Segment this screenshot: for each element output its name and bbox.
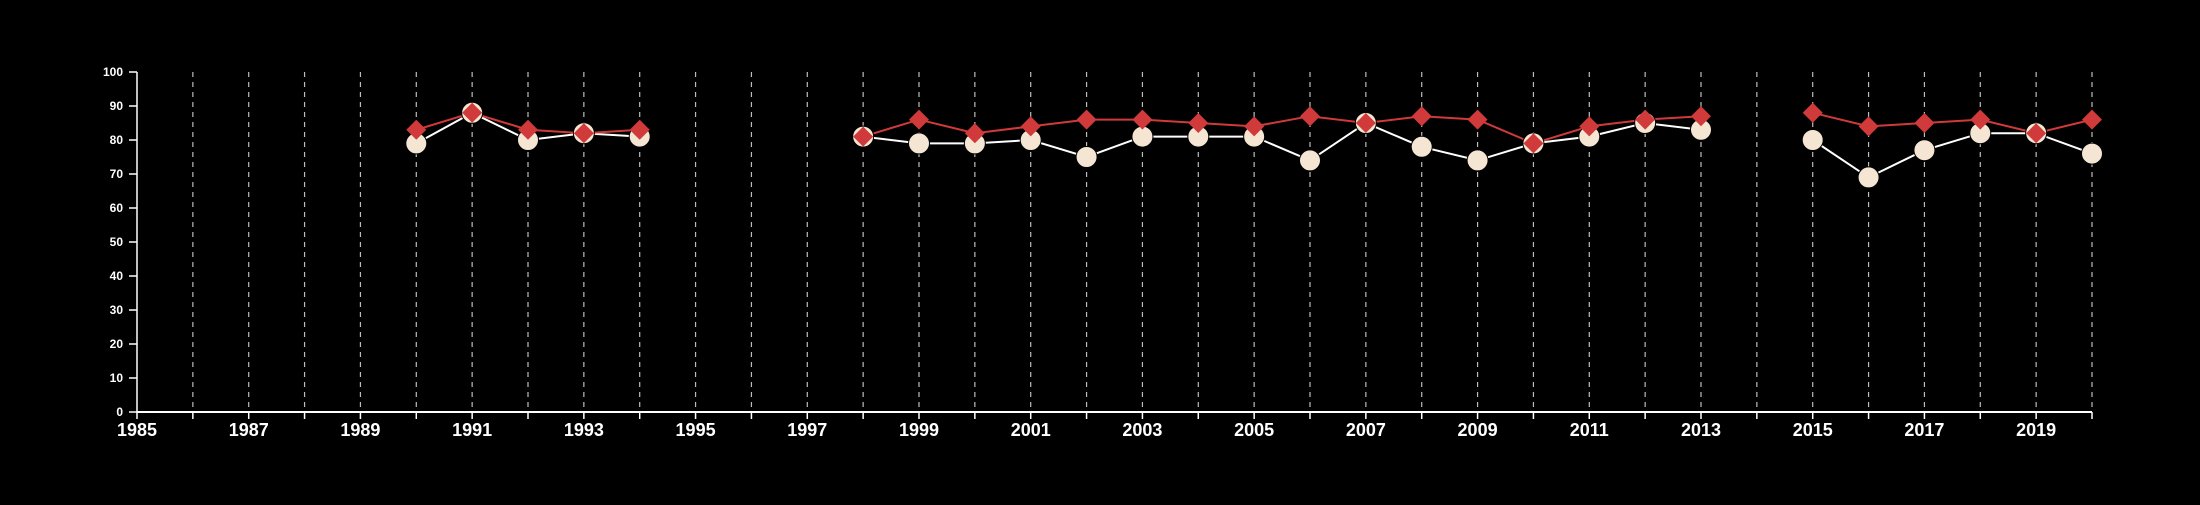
y-tick-label-90: 90 — [110, 99, 124, 113]
y-tick-label-0: 0 — [116, 405, 123, 419]
series-circle-line-1 — [863, 121, 1702, 162]
point-circle-2020 — [2081, 142, 2103, 165]
x-tick-label-1997: 1997 — [787, 420, 827, 440]
y-tick-label-60: 60 — [110, 201, 124, 215]
x-tick-label-2015: 2015 — [1793, 420, 1833, 440]
point-circle-2015 — [1801, 129, 1824, 151]
y-tick-label-20: 20 — [110, 337, 124, 351]
y-tick-label-80: 80 — [110, 133, 124, 147]
x-tick-label-1989: 1989 — [340, 420, 380, 440]
point-diamond-2004 — [1188, 113, 1209, 133]
x-tick-label-2011: 2011 — [1570, 420, 1609, 440]
y-tick-label-50: 50 — [110, 235, 124, 249]
axes: 0 10 20 30 40 50 60 70 80 90 100 1985 1987 1989 1991 19… — [103, 65, 2093, 440]
point-circle-2016 — [1857, 166, 1880, 189]
x-tick-label-1999: 1999 — [899, 420, 939, 440]
series-diamond-markers — [406, 102, 2102, 154]
y-tick-label-100: 100 — [103, 65, 123, 79]
point-diamond-2000 — [964, 123, 985, 144]
x-tick-label-2013: 2013 — [1681, 420, 1721, 440]
grid — [192, 72, 2093, 412]
point-diamond-1993 — [573, 123, 594, 144]
x-tick-label-2019: 2019 — [2016, 420, 2056, 440]
x-tick-label-1985: 1985 — [117, 420, 157, 440]
x-tick-label-2009: 2009 — [1458, 420, 1498, 440]
series-diamond-line-1 — [862, 115, 1702, 145]
point-diamond-2006 — [1300, 106, 1320, 127]
point-diamond-1994 — [629, 119, 650, 140]
x-tick-label-2017: 2017 — [1904, 420, 1944, 440]
point-diamond-2003 — [1132, 109, 1153, 130]
point-diamond-2017 — [1914, 113, 1935, 133]
x-tick-label-2001: 2001 — [1011, 420, 1051, 440]
point-diamond-1992 — [518, 119, 538, 140]
point-diamond-2019 — [2026, 123, 2047, 144]
x-tick-label-2005: 2005 — [1234, 420, 1274, 440]
point-diamond-2005 — [1244, 116, 1265, 137]
point-diamond-2011 — [1579, 116, 1600, 137]
point-diamond-2002 — [1076, 109, 1097, 130]
point-diamond-2015 — [1802, 102, 1823, 123]
series-layer — [405, 101, 2103, 189]
x-tick-label-1993: 1993 — [564, 420, 604, 440]
x-tick-label-2007: 2007 — [1346, 420, 1386, 440]
point-circle-2009 — [1466, 149, 1489, 172]
point-diamond-2020 — [2082, 109, 2102, 130]
y-tick-label-30: 30 — [110, 303, 124, 317]
point-diamond-1998 — [853, 126, 874, 147]
point-diamond-2007 — [1355, 113, 1376, 133]
point-diamond-2008 — [1411, 106, 1432, 127]
x-tick-label-1995: 1995 — [676, 420, 716, 440]
point-diamond-2018 — [1970, 109, 1991, 130]
point-circle-2006 — [1299, 149, 1321, 172]
point-circle-1999 — [908, 132, 930, 155]
point-diamond-2013 — [1691, 106, 1711, 127]
x-tick-label-1991: 1991 — [452, 420, 492, 440]
point-circle-2017 — [1913, 139, 1936, 162]
y-tick-label-10: 10 — [110, 371, 124, 385]
x-tick-label-2003: 2003 — [1122, 420, 1162, 440]
point-diamond-2001 — [1020, 116, 1041, 137]
y-tick-label-70: 70 — [110, 167, 124, 181]
point-circle-2008 — [1410, 135, 1433, 158]
point-diamond-2010 — [1523, 133, 1544, 154]
x-tick-label-1987: 1987 — [229, 420, 269, 440]
point-diamond-1991 — [462, 102, 483, 123]
y-tick-label-40: 40 — [110, 269, 124, 283]
point-circle-2002 — [1075, 146, 1098, 168]
point-diamond-1990 — [406, 119, 427, 140]
point-diamond-2016 — [1858, 116, 1879, 137]
point-diamond-2012 — [1635, 109, 1656, 130]
point-diamond-2009 — [1467, 109, 1488, 130]
point-diamond-1999 — [909, 109, 929, 130]
